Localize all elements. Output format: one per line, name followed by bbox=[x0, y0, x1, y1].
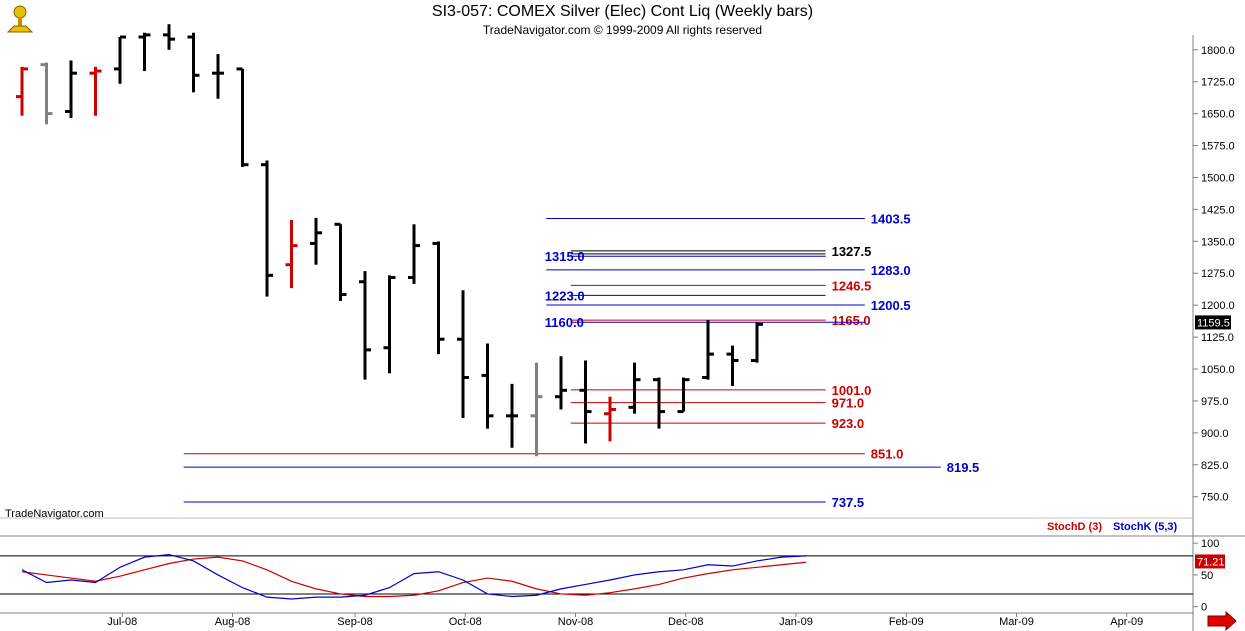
price-tick-label: 1650.0 bbox=[1201, 109, 1235, 121]
last-price-label: 1159.5 bbox=[1197, 317, 1230, 329]
legend-stochd: StochD (3) bbox=[1047, 521, 1102, 533]
level-label: 1160.0 bbox=[545, 315, 584, 330]
level-label: 1283.0 bbox=[871, 263, 911, 278]
price-tick-label: 1800.0 bbox=[1201, 45, 1235, 57]
stoch-tick-label: 50 bbox=[1201, 570, 1213, 582]
x-tick-label: Sep-08 bbox=[337, 616, 372, 628]
stoch-last-tag bbox=[1195, 554, 1225, 569]
x-tick-label: Aug-08 bbox=[215, 616, 250, 628]
x-tick-label: Dec-08 bbox=[668, 616, 703, 628]
x-tick-label: Feb-09 bbox=[889, 616, 924, 628]
price-tick-label: 825.0 bbox=[1201, 460, 1229, 472]
price-tick-label: 1125.0 bbox=[1201, 332, 1234, 344]
stoch-last-label: 71.21 bbox=[1197, 556, 1225, 568]
price-tick-label: 1500.0 bbox=[1201, 172, 1235, 184]
level-label: 819.5 bbox=[947, 460, 980, 475]
x-tick-label: Oct-08 bbox=[449, 616, 482, 628]
level-label: 1403.5 bbox=[871, 212, 911, 227]
trade-navigator-logo-icon bbox=[6, 5, 34, 33]
chart-subtitle: TradeNavigator.com © 1999-2009 All right… bbox=[482, 23, 763, 37]
stoch-tick-label: 100 bbox=[1201, 538, 1219, 550]
x-tick-label: Apr-09 bbox=[1110, 616, 1143, 628]
price-tick-label: 975.0 bbox=[1201, 396, 1229, 408]
price-tick-label: 1050.0 bbox=[1201, 364, 1235, 376]
level-label: 1165.0 bbox=[832, 313, 871, 328]
chart-title: SI3-057: COMEX Silver (Elec) Cont Liq (W… bbox=[431, 3, 814, 20]
scroll-right-arrow-icon[interactable] bbox=[1207, 610, 1237, 631]
x-tick-label: Mar-09 bbox=[999, 616, 1034, 628]
price-tick-label: 1350.0 bbox=[1201, 236, 1235, 248]
price-tick-label: 750.0 bbox=[1201, 492, 1229, 504]
level-label: 1246.5 bbox=[832, 278, 872, 293]
stochk-line bbox=[21, 553, 807, 600]
legend-stochk: StochK (5,3) bbox=[1113, 521, 1178, 533]
price-tick-label: 1725.0 bbox=[1201, 77, 1235, 89]
x-tick-label: Jul-08 bbox=[107, 616, 137, 628]
x-tick-label: Nov-08 bbox=[558, 616, 593, 628]
last-price-tag bbox=[1195, 315, 1231, 330]
level-label: 971.0 bbox=[832, 396, 865, 411]
price-tick-label: 1575.0 bbox=[1201, 141, 1235, 153]
price-tick-label: 1425.0 bbox=[1201, 204, 1235, 216]
price-tick-label: 900.0 bbox=[1201, 428, 1229, 440]
stochd-line bbox=[21, 556, 807, 598]
level-label: 1200.5 bbox=[871, 298, 911, 313]
level-label: 1223.0 bbox=[545, 288, 585, 303]
x-tick-label: Jan-09 bbox=[779, 616, 813, 628]
level-label: 923.0 bbox=[832, 416, 865, 431]
price-tick-label: 1200.0 bbox=[1201, 300, 1235, 312]
stoch-tick-label: 0 bbox=[1201, 602, 1207, 614]
price-tick-label: 1275.0 bbox=[1201, 268, 1235, 280]
level-label: 851.0 bbox=[871, 447, 904, 462]
level-label: 1315.0 bbox=[545, 249, 585, 264]
level-label: 1327.5 bbox=[832, 244, 872, 259]
level-label: 1001.0 bbox=[832, 383, 872, 398]
level-label: 737.5 bbox=[832, 495, 865, 510]
watermark: TradeNavigator.com bbox=[5, 508, 104, 520]
